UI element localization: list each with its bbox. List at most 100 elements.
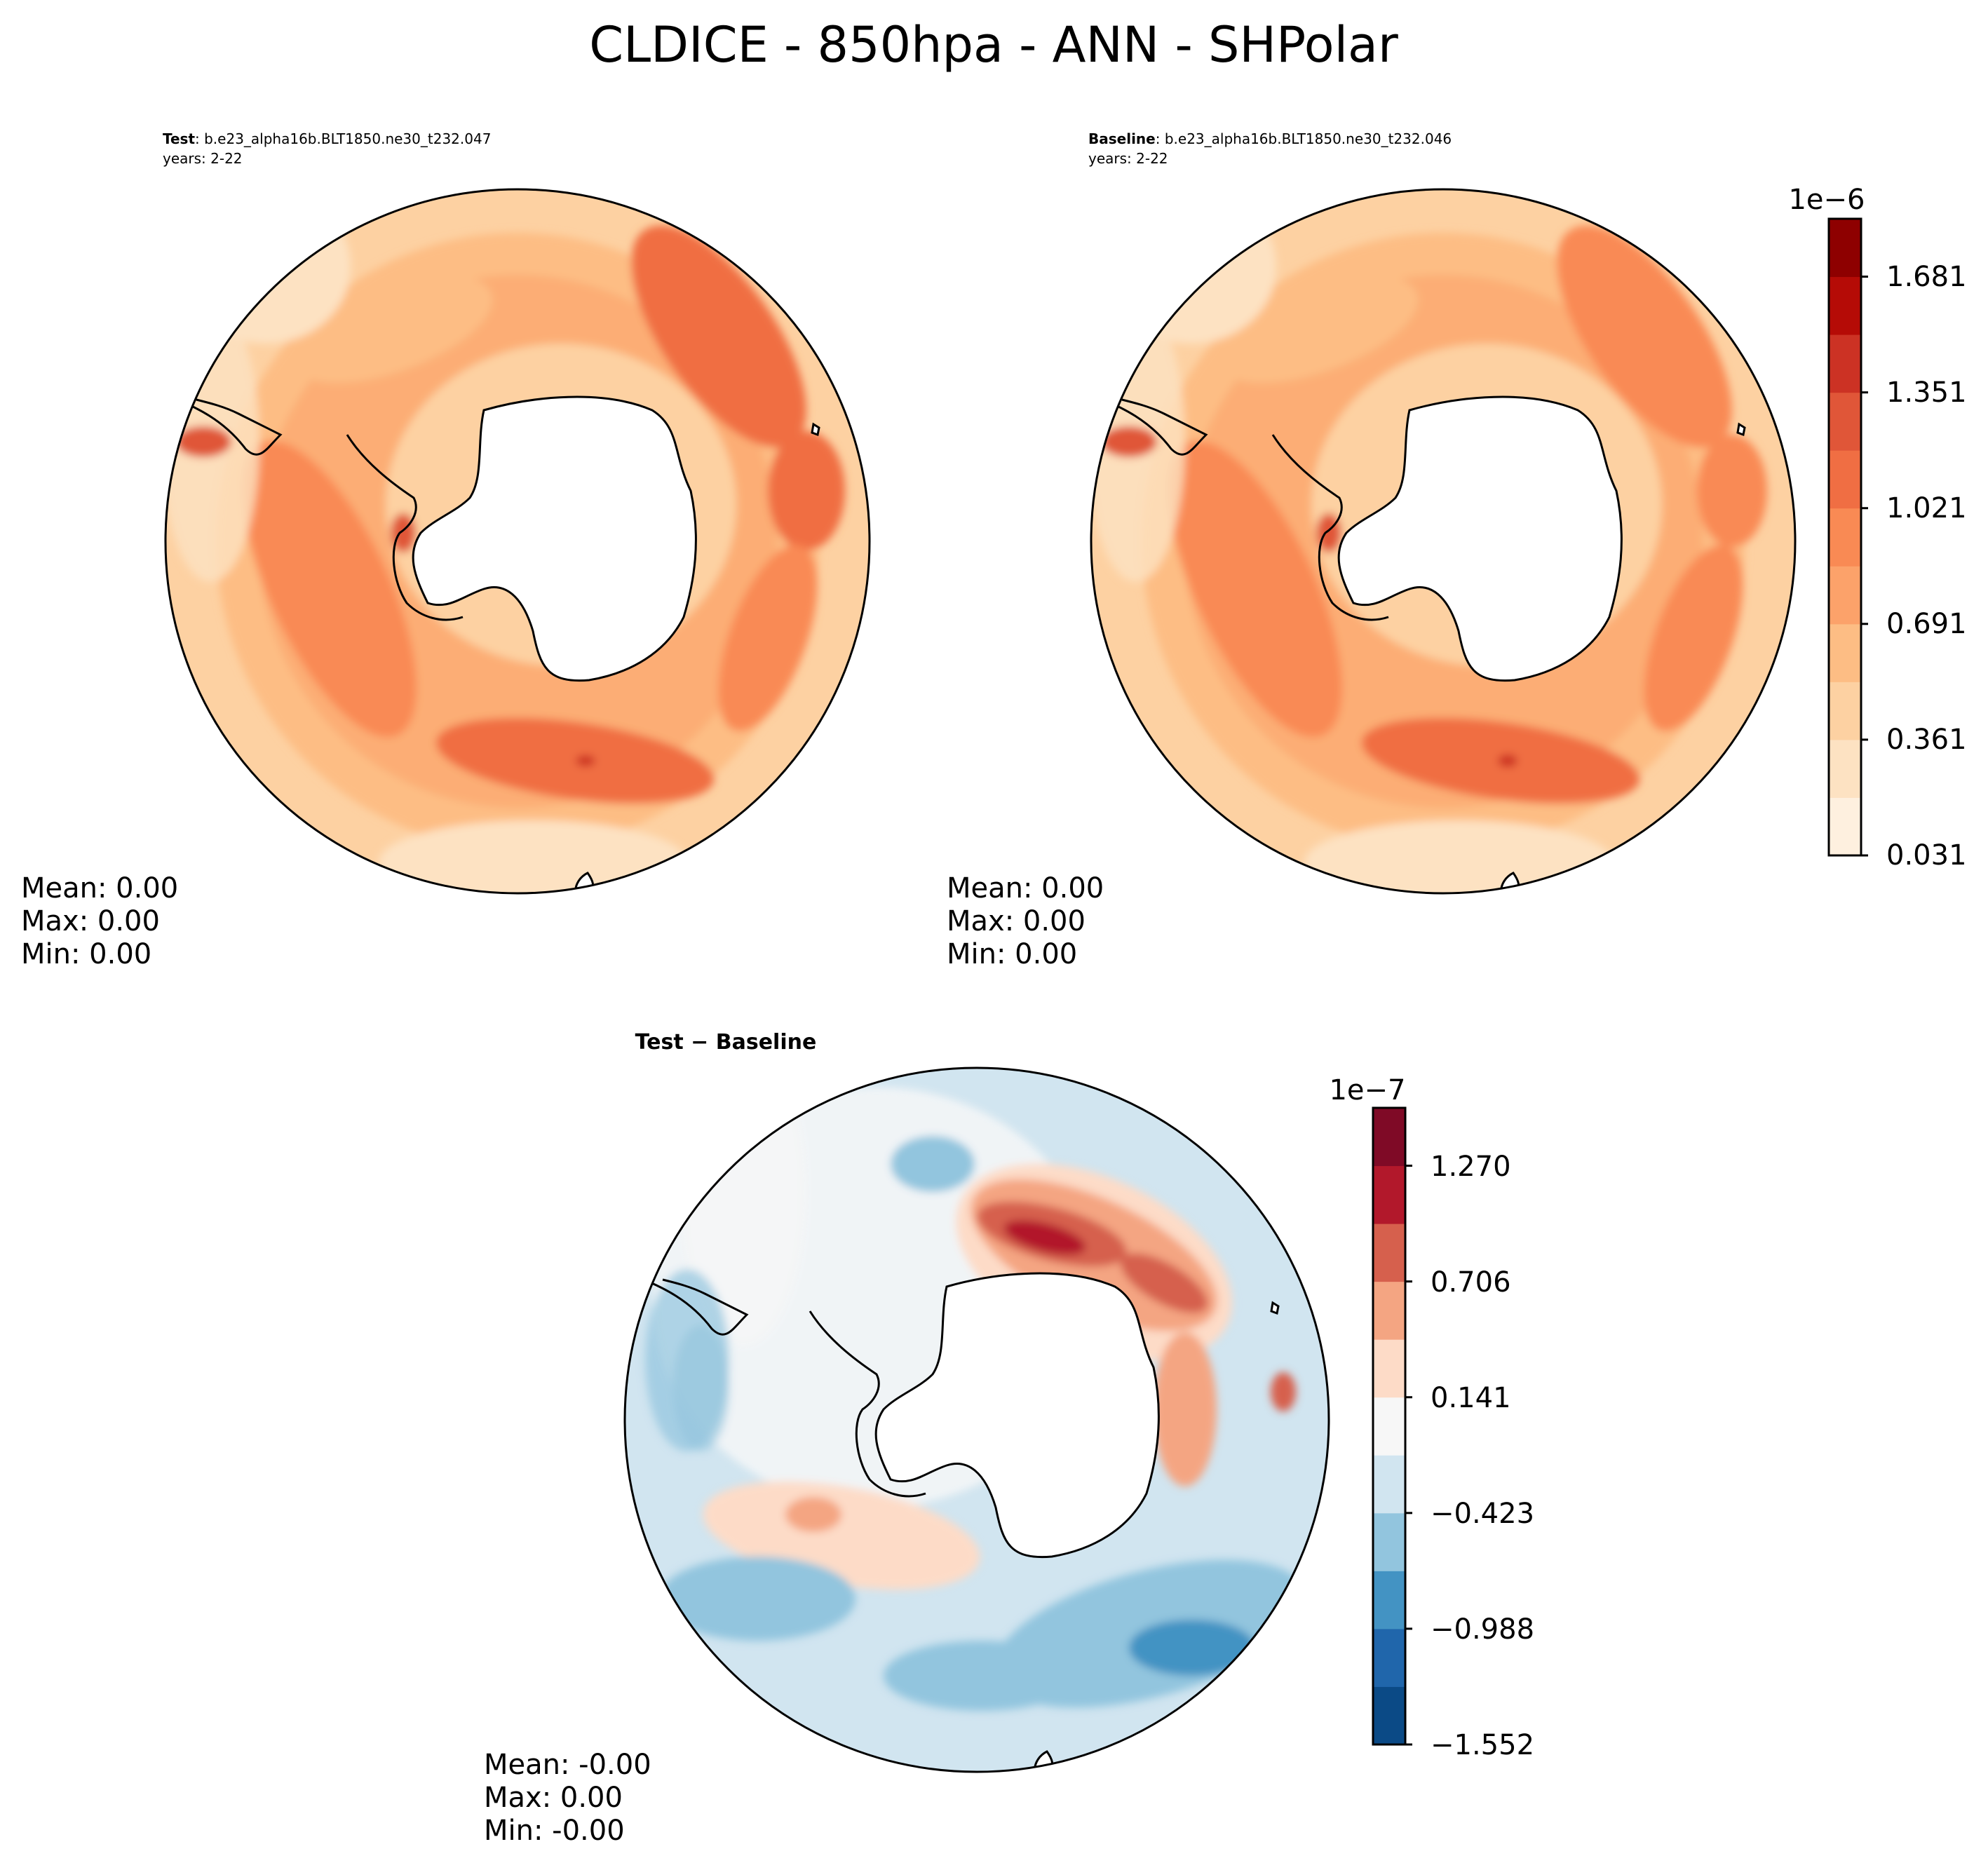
test-field-hotspot-s xyxy=(576,755,595,766)
baseline-field-hotspot-s xyxy=(1498,754,1517,767)
difference-stat-max: Max: 0.00 xyxy=(484,1782,623,1814)
baseline-field-band-e xyxy=(1697,435,1767,547)
colorbar-top-segment-8 xyxy=(1829,334,1861,393)
baseline-peninsula-coast xyxy=(1271,434,1389,621)
colorbar-top-tick-label: 1.021 xyxy=(1886,492,1967,524)
difference-panel: Test − Baseline xyxy=(484,1030,1534,1847)
baseline-field-band-ne xyxy=(1557,225,1732,448)
colorbar-bottom-segment-0 xyxy=(1373,1686,1405,1745)
diff-field-warm-core-2 xyxy=(1120,1253,1208,1313)
test-years: years: 2-22 xyxy=(163,150,243,167)
test-antarctica xyxy=(412,395,697,682)
colorbar-top-segment-4 xyxy=(1829,566,1861,625)
colorbar-bottom-tick-label: −0.988 xyxy=(1431,1613,1534,1646)
colorbar-top-tick-label: 0.361 xyxy=(1886,724,1967,756)
test-field-band-w xyxy=(242,440,417,738)
test-stat-mean: Mean: 0.00 xyxy=(21,872,178,904)
test-peninsula-coast xyxy=(346,434,464,621)
difference-title: Test − Baseline xyxy=(635,1030,817,1055)
difference-map-field xyxy=(625,1068,1329,1772)
test-south-america-coast xyxy=(168,395,283,456)
colorbar-top-ticks: 0.031 0.361 0.691 1.021 1.351 1.681 xyxy=(1886,261,1967,872)
baseline-map-field xyxy=(1091,189,1795,893)
colorbar-bottom-segment-5 xyxy=(1373,1397,1405,1456)
colorbar-top-tick-label: 0.691 xyxy=(1886,608,1967,640)
baseline-stat-min: Min: 0.00 xyxy=(947,938,1077,970)
baseline-field-light-nw xyxy=(1108,189,1276,344)
baseline-field-band-w xyxy=(1168,440,1343,738)
test-field-light-nw xyxy=(182,189,351,344)
baseline-field-light-s xyxy=(1304,820,1613,893)
baseline-label-case: : b.e23_alpha16b.BLT1850.ne30_t232.046 xyxy=(1156,130,1452,147)
colorbar-bottom xyxy=(1373,1108,1412,1746)
diff-peninsula-coast xyxy=(809,1310,926,1498)
diff-south-america-coast xyxy=(634,1275,749,1336)
colorbar-top-exponent: 1e−6 xyxy=(1788,184,1865,216)
diff-field-cold-n xyxy=(891,1136,975,1192)
diff-field-cold-w2 xyxy=(673,1325,729,1451)
test-field-light-s xyxy=(379,820,687,893)
baseline-field-hotspot-w xyxy=(1101,426,1157,457)
diff-field-cold-s xyxy=(884,1641,1080,1711)
baseline-label: Baseline: b.e23_alpha16b.BLT1850.ne30_t2… xyxy=(1088,130,1452,147)
colorbar-top-segment-0 xyxy=(1829,797,1861,856)
baseline-field-band-se xyxy=(1644,545,1743,731)
test-field-band-nw xyxy=(292,276,493,384)
diff-field-warm-s-spot xyxy=(785,1497,841,1532)
baseline-antarctica xyxy=(1337,395,1623,682)
baseline-label-bold: Baseline xyxy=(1088,130,1156,147)
colorbar-bottom-tick-label: 0.706 xyxy=(1431,1266,1511,1299)
figure-title: CLDICE - 850hpa - ANN - SHPolar xyxy=(589,16,1398,74)
baseline-panel: Baseline: b.e23_alpha16b.BLT1850.ne30_t2… xyxy=(947,130,1967,970)
baseline-stat-max: Max: 0.00 xyxy=(947,905,1086,937)
test-label-bold: Test xyxy=(163,130,195,147)
diff-field-cold-se-core xyxy=(1129,1620,1255,1676)
colorbar-bottom-segment-10 xyxy=(1373,1108,1405,1167)
baseline-south-america-coast xyxy=(1093,395,1208,456)
colorbar-bottom-tick-label: −1.552 xyxy=(1431,1729,1534,1761)
colorbar-bottom-segment-6 xyxy=(1373,1339,1405,1398)
colorbar-bottom-tick-label: 0.141 xyxy=(1431,1382,1511,1414)
colorbar-top-segment-10 xyxy=(1829,219,1861,278)
test-stat-min: Min: 0.00 xyxy=(21,938,151,970)
difference-stat-min: Min: -0.00 xyxy=(484,1815,625,1847)
test-field-band-se xyxy=(718,545,818,731)
diff-field-warm-peak xyxy=(1003,1220,1086,1255)
colorbar-bottom-segment-2 xyxy=(1373,1571,1405,1630)
colorbar-top xyxy=(1829,219,1868,857)
colorbar-bottom-segment-4 xyxy=(1373,1455,1405,1514)
test-label-case: : b.e23_alpha16b.BLT1850.ne30_t232.047 xyxy=(195,130,491,147)
colorbar-top-segment-9 xyxy=(1829,276,1861,335)
colorbar-top-segment-5 xyxy=(1829,508,1861,567)
diff-island-east xyxy=(1270,1301,1280,1315)
colorbar-bottom-exponent: 1e−7 xyxy=(1329,1074,1405,1106)
colorbar-top-tick-label: 1.351 xyxy=(1886,377,1967,409)
baseline-map-boundary xyxy=(1090,188,1797,895)
colorbar-top-segment-6 xyxy=(1829,450,1861,509)
diff-field-cold-sw xyxy=(659,1557,856,1641)
diff-field-warm-e xyxy=(1154,1332,1217,1486)
test-field-band-s xyxy=(435,717,715,804)
difference-map-boundary xyxy=(623,1066,1330,1773)
colorbar-top-frame xyxy=(1827,217,1862,857)
baseline-island-east xyxy=(1736,422,1746,437)
colorbar-top-segment-7 xyxy=(1829,392,1861,451)
test-field-band-ne xyxy=(631,225,806,448)
test-map-field xyxy=(165,189,870,893)
test-panel: Test: b.e23_alpha16b.BLT1850.ne30_t232.0… xyxy=(21,130,871,970)
test-field-hotspot-w xyxy=(175,426,231,457)
test-stat-max: Max: 0.00 xyxy=(21,905,160,937)
colorbar-bottom-tick-label: 1.270 xyxy=(1431,1151,1511,1183)
test-label: Test: b.e23_alpha16b.BLT1850.ne30_t232.0… xyxy=(163,130,491,147)
baseline-stat-mean: Mean: 0.00 xyxy=(947,872,1104,904)
test-map-boundary xyxy=(164,188,871,895)
colorbar-top-segment-2 xyxy=(1829,682,1861,740)
test-field-band-e xyxy=(768,431,845,550)
baseline-years: years: 2-22 xyxy=(1088,150,1168,167)
difference-stat-mean: Mean: -0.00 xyxy=(484,1749,651,1781)
diff-field-warm-spot-e xyxy=(1271,1372,1296,1411)
colorbar-top-tick-label: 1.681 xyxy=(1886,261,1967,293)
colorbar-bottom-segment-1 xyxy=(1373,1628,1405,1687)
diff-antarctica xyxy=(874,1272,1160,1559)
